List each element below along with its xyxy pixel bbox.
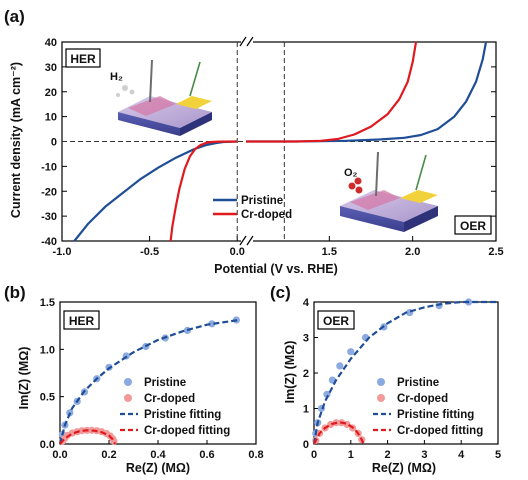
panel-a-label: (a) bbox=[4, 7, 25, 26]
ytick-label: 1 bbox=[303, 404, 309, 416]
xtick-label: 1 bbox=[348, 449, 354, 461]
panel-a-curves bbox=[73, 41, 488, 242]
legend-marker-cr-doped bbox=[377, 394, 385, 402]
her-device-illustration: H₂ bbox=[110, 59, 212, 136]
ytick-label: 1.5 bbox=[40, 297, 55, 309]
panel-a-xtick-label: -1.0 bbox=[53, 246, 72, 258]
panel-a-ytick-label: -20 bbox=[41, 186, 57, 198]
panel-b-xlabel: Re(Z) (MΩ) bbox=[126, 461, 190, 475]
panel-b-legend: Pristine Cr-doped Pristine fitting Cr-doped… bbox=[120, 377, 230, 437]
panel-a-ytick-label: 0 bbox=[51, 137, 57, 149]
legend-label: Cr-doped bbox=[397, 393, 448, 405]
xtick-label: 0.0 bbox=[52, 449, 67, 461]
panel-a-ytick-label: 30 bbox=[45, 62, 57, 74]
o2-label: O₂ bbox=[344, 167, 358, 179]
panel-b: (b) Im(Z) (MΩ) Re(Z) (MΩ) 0.0 0.2 0.4 0.6 0.… bbox=[4, 283, 264, 475]
panel-a-xtick-label: 0.0 bbox=[230, 246, 245, 258]
pristine-point bbox=[208, 320, 216, 328]
panel-b-ylabel: Im(Z) (MΩ) bbox=[17, 347, 31, 410]
panel-b-tag: HER bbox=[63, 310, 100, 330]
ytick-label: 0 bbox=[303, 439, 309, 451]
panel-c-marks bbox=[312, 298, 498, 445]
pristine-point bbox=[347, 348, 355, 356]
ytick-label: 2 bbox=[303, 368, 309, 380]
panel-b-axes: 0.0 0.2 0.4 0.6 0.8 0.0 0.5 1.0 1.5 bbox=[40, 297, 264, 461]
xtick-label: 4 bbox=[458, 449, 465, 461]
legend-label: Pristine fitting bbox=[397, 409, 474, 421]
panel-a: (a) Current density (mA cm⁻²) Potential … bbox=[4, 7, 504, 276]
curve-her-cr-doped bbox=[169, 140, 238, 242]
svg-text:HER: HER bbox=[70, 52, 96, 66]
panel-b-marks bbox=[58, 316, 240, 445]
oer-device-illustration: O₂ bbox=[340, 151, 438, 232]
legend-label-cr-doped: Cr-doped bbox=[241, 209, 292, 221]
legend-label: Cr-doped bbox=[144, 393, 195, 405]
panel-a-ytick-label: -40 bbox=[41, 236, 57, 248]
pristine-point bbox=[336, 362, 344, 370]
curve-oer-cr-doped bbox=[246, 41, 418, 143]
panel-c: (c) Im(Z) (MΩ) Re(Z) (MΩ) 0 1 2 3 4 5 0 1 2 3 4 OE… bbox=[270, 283, 501, 475]
legend-marker-pristine bbox=[124, 378, 132, 386]
panel-a-xtick-label: 2.5 bbox=[488, 246, 503, 258]
panel-c-ylabel: Im(Z) (MΩ) bbox=[283, 341, 297, 404]
xtick-label: 0.4 bbox=[150, 449, 166, 461]
panel-a-xlabel: Potential (V vs. RHE) bbox=[214, 262, 338, 276]
her-tag: HER bbox=[65, 48, 101, 68]
h2-label: H₂ bbox=[110, 71, 123, 83]
legend-marker-pristine bbox=[377, 378, 385, 386]
legend-label: Pristine bbox=[144, 377, 186, 389]
panel-c-xlabel: Re(Z) (MΩ) bbox=[372, 461, 436, 475]
panel-c-legend: Pristine Cr-doped Pristine fitting Cr-doped… bbox=[373, 377, 483, 437]
ytick-label: 0.5 bbox=[40, 392, 55, 404]
legend-marker-cr-doped bbox=[124, 394, 132, 402]
xtick-label: 5 bbox=[495, 449, 501, 461]
panel-a-ytick-label: 40 bbox=[45, 37, 57, 49]
xtick-label: 0 bbox=[311, 449, 317, 461]
legend-label-pristine: Pristine bbox=[241, 195, 283, 207]
panel-c-label: (c) bbox=[270, 283, 291, 302]
panel-c-tag: OER bbox=[317, 310, 355, 330]
panel-a-xtick-label: 1.5 bbox=[322, 246, 337, 258]
xtick-label: 3 bbox=[421, 449, 427, 461]
xtick-label: 0.6 bbox=[199, 449, 214, 461]
svg-text:HER: HER bbox=[69, 314, 95, 328]
panel-a-ytick-label: -10 bbox=[41, 161, 57, 173]
ytick-label: 4 bbox=[303, 297, 310, 309]
svg-text:OER: OER bbox=[323, 314, 349, 328]
panel-a-ylabel: Current density (mA cm⁻²) bbox=[9, 62, 23, 218]
legend-label: Cr-doped fitting bbox=[144, 425, 230, 437]
xtick-label: 0.8 bbox=[248, 449, 263, 461]
panel-c-axes: 0 1 2 3 4 5 0 1 2 3 4 bbox=[303, 297, 501, 461]
xtick-label: 2 bbox=[385, 449, 391, 461]
panel-a-ytick-label: 10 bbox=[45, 112, 57, 124]
panel-a-ytick-label: -30 bbox=[41, 211, 57, 223]
oer-tag: OER bbox=[454, 215, 492, 235]
pristine-fit-curve bbox=[312, 300, 498, 445]
panel-a-xtick-label: 2.0 bbox=[405, 246, 420, 258]
axis-break-marks bbox=[239, 36, 254, 246]
pristine-fit-curve bbox=[58, 318, 239, 445]
ytick-label: 0.0 bbox=[40, 439, 55, 451]
legend-label: Pristine fitting bbox=[144, 409, 221, 421]
svg-text:OER: OER bbox=[460, 219, 486, 233]
ytick-label: 1.0 bbox=[40, 344, 55, 356]
xtick-label: 0.2 bbox=[101, 449, 116, 461]
cr-doped-fit-curve bbox=[59, 429, 117, 445]
legend-label: Cr-doped fitting bbox=[397, 425, 483, 437]
cr-doped-fit-curve bbox=[313, 421, 365, 445]
curve-her-pristine bbox=[73, 140, 238, 242]
panel-a-legend: Pristine Cr-doped bbox=[213, 195, 292, 221]
panel-b-label: (b) bbox=[4, 283, 26, 302]
panel-a-ytick-label: 20 bbox=[45, 87, 57, 99]
panel-a-xtick-label: -0.5 bbox=[140, 246, 159, 258]
curve-oer-pristine bbox=[246, 41, 488, 143]
ytick-label: 3 bbox=[303, 333, 309, 345]
legend-label: Pristine bbox=[397, 377, 439, 389]
